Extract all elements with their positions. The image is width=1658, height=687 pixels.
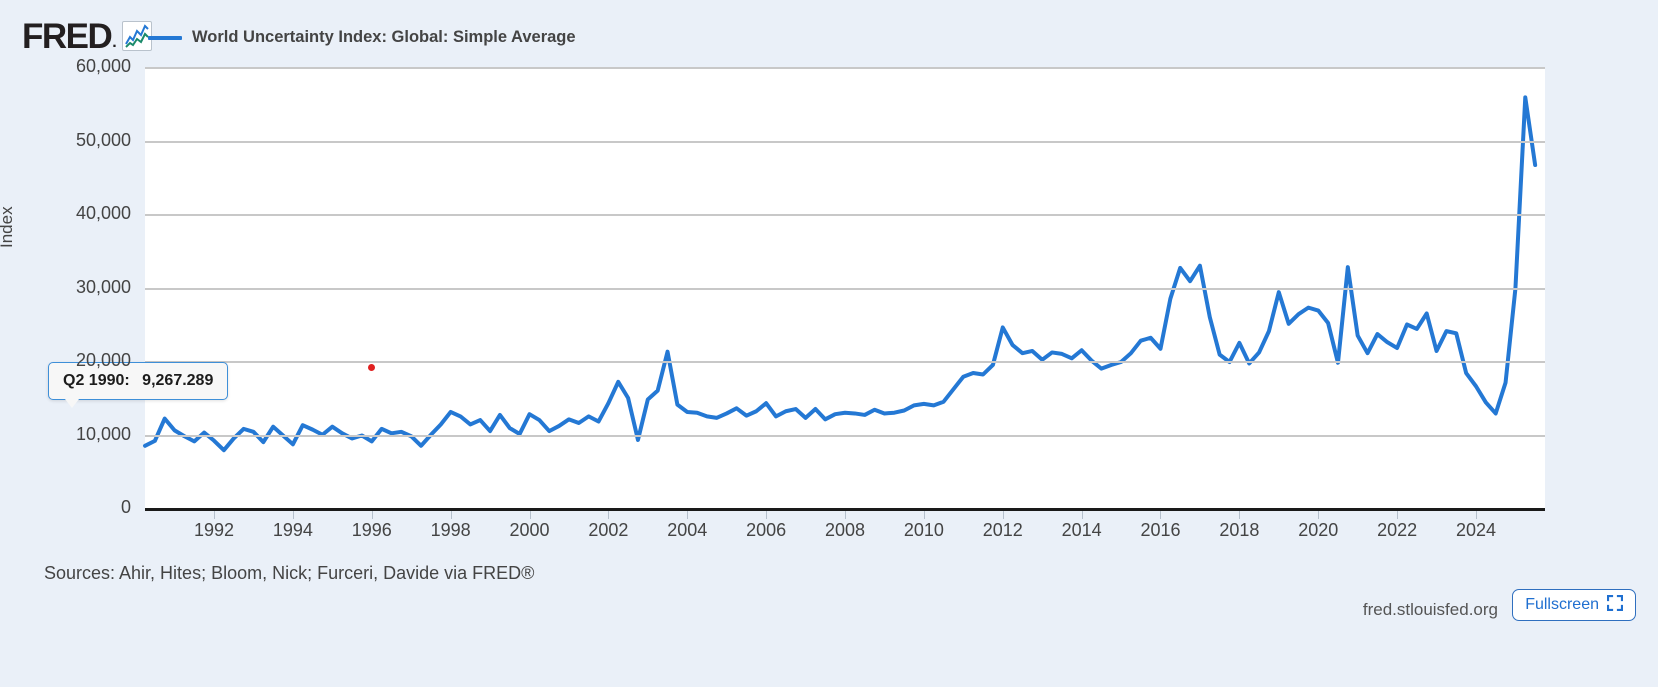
selected-observation-marker[interactable] (368, 364, 376, 372)
tooltip-date: Q2 1990: (63, 372, 130, 389)
fullscreen-button-label: Fullscreen (1525, 596, 1599, 613)
x-axis-tick-mark (1160, 511, 1162, 519)
x-axis-tick-label: 2010 (903, 520, 944, 540)
gridline (145, 434, 1545, 437)
x-axis-tick-label: 1998 (430, 520, 471, 540)
x-axis-tick-label: 2012 (982, 520, 1023, 540)
gridline (145, 214, 1545, 216)
x-axis-tick-label: 2020 (1298, 520, 1339, 540)
x-axis-tick-mark (923, 511, 925, 519)
expand-corners-icon (1606, 594, 1624, 616)
x-axis-tick-label: 2014 (1061, 520, 1102, 540)
y-axis-tick-label: 0 (120, 497, 131, 517)
x-axis-tick-mark (214, 511, 215, 519)
x-axis-tick-mark (450, 511, 452, 519)
y-axis-tick-label: 20,000 (75, 350, 131, 370)
legend-series-label: World Uncertainty Index: Global: Simple … (192, 28, 576, 46)
x-axis-tick-mark (687, 511, 689, 519)
tooltip-tail (65, 399, 79, 408)
x-axis-tick-label: 2000 (509, 520, 550, 540)
y-axis-tick-label: 50,000 (75, 129, 131, 150)
gridline (145, 361, 1545, 363)
tooltip-value: 9,267.289 (142, 372, 214, 389)
x-axis-tick-label: 2004 (667, 520, 708, 540)
x-axis-tick-label: 1992 (193, 520, 235, 540)
y-axis-tick-label: 40,000 (75, 203, 131, 223)
x-axis-tick-mark (1002, 511, 1004, 519)
plot-area[interactable] (143, 67, 1545, 509)
chart-legend[interactable]: World Uncertainty Index: Global: Simple … (148, 28, 576, 47)
x-axis-tick-mark (1475, 511, 1477, 519)
x-axis-tick-mark (1397, 511, 1399, 519)
fred-wordmark: FRED (22, 17, 113, 56)
x-axis-tick-label: 2008 (824, 520, 866, 540)
x-axis-tick-label: 2018 (1219, 520, 1260, 540)
x-axis-tick-mark (766, 511, 768, 519)
y-axis-tick-label: 30,000 (75, 276, 131, 297)
x-axis-tick-mark (1318, 511, 1320, 519)
gridline (145, 67, 1545, 69)
y-axis-tick-label: 10,000 (75, 423, 131, 444)
x-axis-tick-label: 2024 (1455, 520, 1497, 540)
observation-tooltip: Q2 1990: 9,267.289 (48, 362, 229, 410)
x-axis-line (145, 508, 1545, 511)
y-axis-title: Index (0, 206, 16, 248)
x-axis-tick-mark (371, 511, 373, 519)
gridline (145, 287, 1545, 290)
fred-logo[interactable]: FRED . (22, 17, 152, 56)
x-axis-tick-mark (292, 511, 294, 519)
gridline (145, 140, 1545, 143)
x-axis-tick-mark (845, 511, 846, 519)
y-axis-tick-label: 60,000 (75, 56, 131, 76)
fred-logo-dot: . (112, 34, 117, 51)
x-axis-tick-mark (608, 511, 610, 519)
fullscreen-button[interactable]: Fullscreen (1512, 589, 1636, 621)
x-axis-tick-mark (1239, 511, 1241, 519)
x-axis-tick-label: 2006 (746, 520, 787, 540)
x-axis-tick-label: 2022 (1377, 520, 1418, 540)
sources-text: Sources: Ahir, Hites; Bloom, Nick; Furce… (44, 563, 535, 583)
x-axis-tick-label: 2016 (1140, 520, 1181, 540)
x-axis-tick-mark (1081, 511, 1083, 519)
chart-header: FRED . World Uncertainty Index: Global: … (0, 0, 1658, 62)
fred-url-text: fred.stlouisfed.org (1362, 600, 1498, 619)
x-axis-tick-label: 1996 (351, 520, 392, 540)
x-axis-tick-mark (529, 511, 531, 519)
legend-color-swatch (148, 35, 182, 40)
x-axis-tick-label: 2002 (588, 520, 629, 540)
sparkline-icon (121, 21, 152, 51)
x-axis-tick-label: 1994 (272, 520, 313, 540)
